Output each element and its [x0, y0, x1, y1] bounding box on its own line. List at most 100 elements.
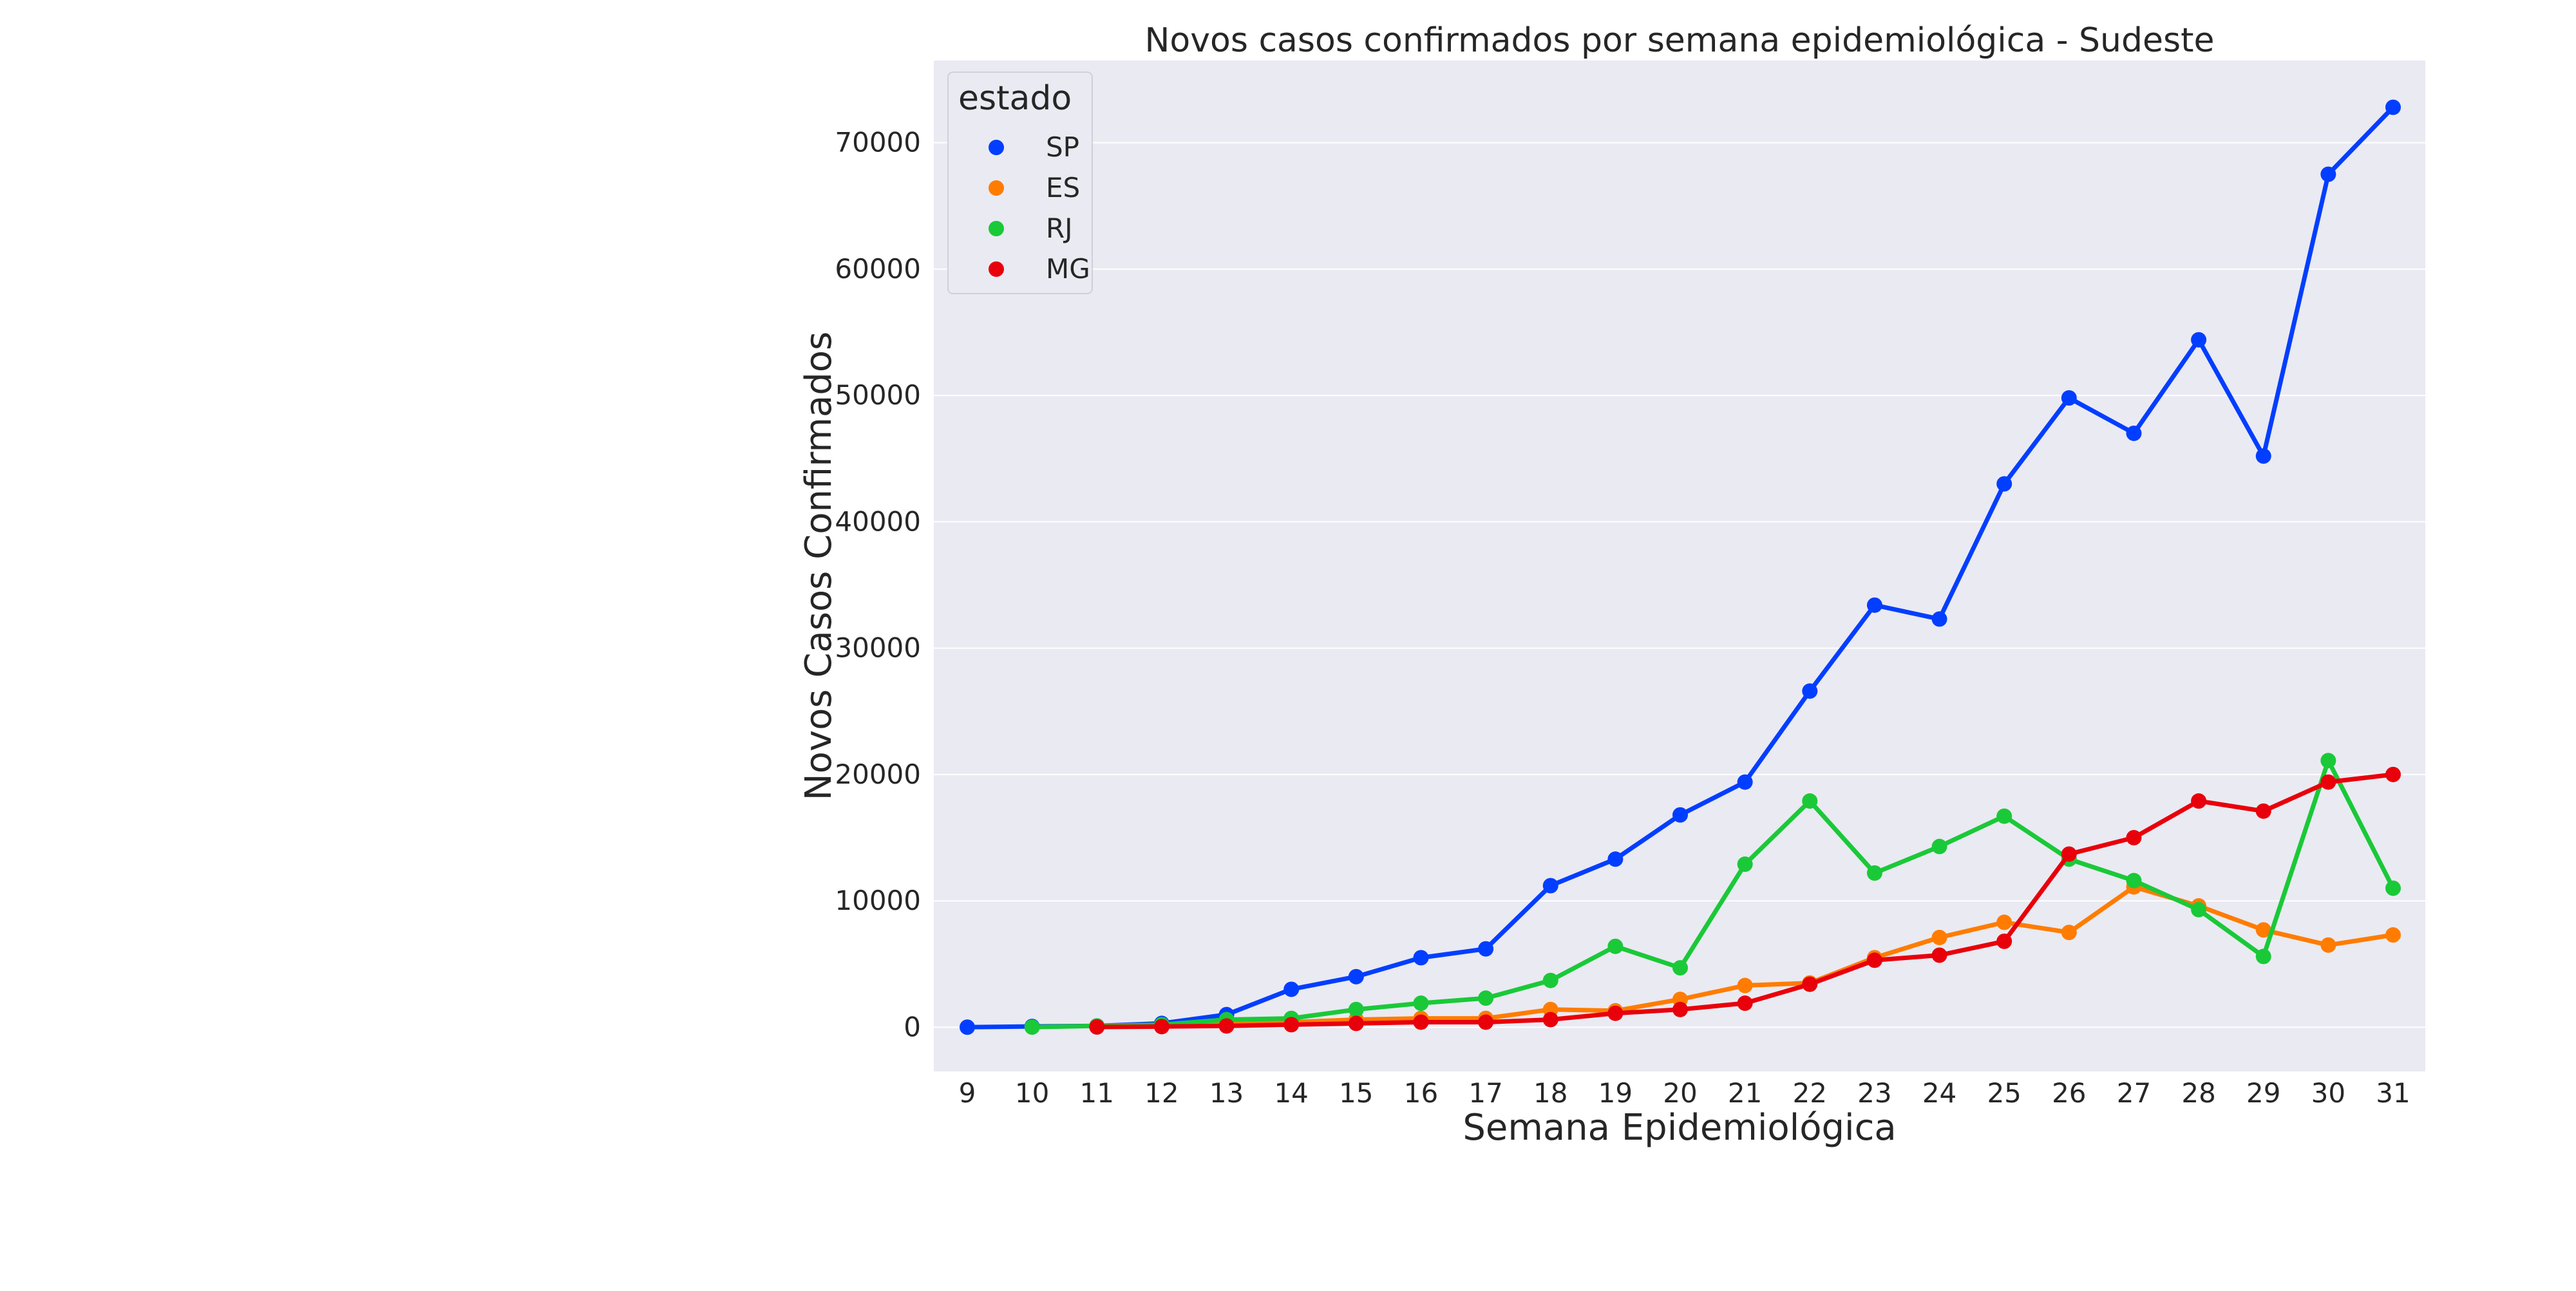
legend-label-sp: SP: [1046, 131, 1079, 163]
data-point-rj: [1737, 856, 1753, 872]
data-point-mg: [2126, 829, 2142, 845]
y-tick-label: 10000: [835, 885, 921, 916]
data-point-mg: [1737, 995, 1753, 1012]
data-point-sp: [1737, 774, 1753, 790]
y-tick-label: 60000: [835, 253, 921, 285]
data-point-es: [1737, 977, 1753, 994]
data-point-sp: [1413, 950, 1429, 966]
data-point-mg: [1996, 933, 2012, 949]
data-point-sp: [1348, 968, 1364, 985]
x-tick-labels: 9 10 11 12 13 14 15 16 17 18 19 20 21 22 23 24 25 26 27 28 2…: [959, 1077, 2410, 1109]
data-point-rj: [1607, 938, 1624, 954]
legend-marker-es: [989, 180, 1004, 196]
series-line-rj: [1030, 758, 2396, 1030]
y-tick-labels: 0 10000 20000 30000 40000 50000 60000 70000: [835, 127, 921, 1043]
data-point-sp: [1996, 476, 2012, 492]
x-tick-label: 29: [2246, 1077, 2280, 1109]
y-axis-label: Novos Casos Confirmados: [798, 332, 840, 800]
data-point-sp: [2320, 166, 2336, 182]
y-tick-label: 0: [904, 1011, 921, 1042]
data-point-es: [2385, 927, 2401, 943]
data-point-mg: [1413, 1014, 1429, 1030]
x-tick-label: 12: [1144, 1077, 1179, 1109]
data-point-mg: [1607, 1005, 1624, 1021]
data-point-mg: [1672, 1001, 1688, 1017]
data-point-mg: [1802, 976, 1818, 992]
data-point-es: [2061, 925, 2077, 941]
data-point-es: [1996, 914, 2012, 930]
data-point-rj: [2320, 753, 2336, 769]
data-point-rj: [1672, 960, 1688, 976]
data-point-mg: [1478, 1014, 1494, 1030]
x-tick-label: 28: [2181, 1077, 2215, 1109]
data-point-rj: [1931, 838, 1947, 854]
x-tick-label: 19: [1598, 1077, 1633, 1109]
data-point-sp: [1283, 981, 1300, 997]
data-point-mg: [2061, 846, 2077, 862]
data-point-sp: [2061, 390, 2077, 406]
y-tick-label: 70000: [835, 127, 921, 158]
grid-lines: [934, 142, 2425, 1028]
legend-item-sp: SP: [989, 131, 1079, 163]
x-tick-label: 13: [1209, 1077, 1244, 1109]
data-point-mg: [1542, 1012, 1558, 1028]
data-point-rj: [1802, 793, 1818, 809]
x-tick-label: 17: [1468, 1077, 1502, 1109]
legend-label-rj: RJ: [1046, 212, 1073, 244]
legend-marker-sp: [989, 140, 1004, 155]
plot-background: [934, 61, 2425, 1071]
data-point-rj: [2126, 872, 2142, 889]
x-tick-label: 10: [1015, 1077, 1049, 1109]
x-tick-label: 21: [1728, 1077, 1762, 1109]
data-point-sp: [1802, 683, 1818, 699]
x-tick-label: 20: [1663, 1077, 1697, 1109]
data-point-es: [1931, 929, 1947, 945]
x-tick-label: 9: [959, 1077, 976, 1109]
x-tick-label: 14: [1274, 1077, 1308, 1109]
data-point-rj: [2385, 880, 2401, 896]
y-tick-label: 50000: [835, 379, 921, 411]
data-point-rj: [1996, 808, 2012, 824]
data-point-sp: [1478, 941, 1494, 957]
y-tick-label: 20000: [835, 759, 921, 790]
data-point-rj: [2191, 901, 2207, 918]
data-point-mg: [1089, 1019, 1105, 1035]
x-tick-label: 31: [2376, 1077, 2410, 1109]
legend-box: [947, 71, 1093, 294]
data-point-sp: [1607, 851, 1624, 867]
legend-item-rj: RJ: [989, 212, 1073, 244]
y-tick-label: 30000: [835, 632, 921, 664]
legend-item-mg: MG: [989, 253, 1090, 285]
legend-title: estado: [958, 79, 1072, 118]
data-point-rj: [1478, 990, 1494, 1006]
x-tick-label: 26: [2052, 1077, 2086, 1109]
data-point-sp: [960, 1019, 975, 1035]
data-point-sp: [2191, 332, 2207, 348]
legend-marker-mg: [989, 261, 1004, 277]
data-point-mg: [1866, 952, 1882, 968]
data-point-sp: [2126, 425, 2142, 441]
chart-title: Novos casos confirmados por semana epide…: [1145, 21, 2215, 60]
data-point-es: [2320, 937, 2336, 953]
data-point-rj: [1542, 972, 1558, 988]
data-point-rj: [1413, 995, 1429, 1012]
data-point-mg: [2255, 803, 2271, 819]
data-point-mg: [2385, 766, 2401, 782]
legend-marker-rj: [989, 221, 1004, 236]
data-point-rj: [1866, 865, 1882, 881]
data-point-mg: [2320, 774, 2336, 790]
data-point-sp: [1931, 611, 1947, 627]
x-tick-label: 23: [1857, 1077, 1891, 1109]
legend-label-mg: MG: [1046, 253, 1090, 285]
x-axis-label: Semana Epidemiológica: [1463, 1107, 1896, 1149]
data-point-mg: [1348, 1015, 1364, 1032]
x-tick-label: 25: [1987, 1077, 2021, 1109]
legend-label-es: ES: [1046, 172, 1080, 203]
y-tick-label: 40000: [835, 505, 921, 537]
legend-items: SP ES RJ MG: [989, 131, 1090, 285]
data-point-rj: [1348, 1001, 1364, 1017]
x-tick-label: 22: [1793, 1077, 1827, 1109]
data-point-mg: [1283, 1017, 1300, 1033]
x-tick-label: 16: [1404, 1077, 1438, 1109]
